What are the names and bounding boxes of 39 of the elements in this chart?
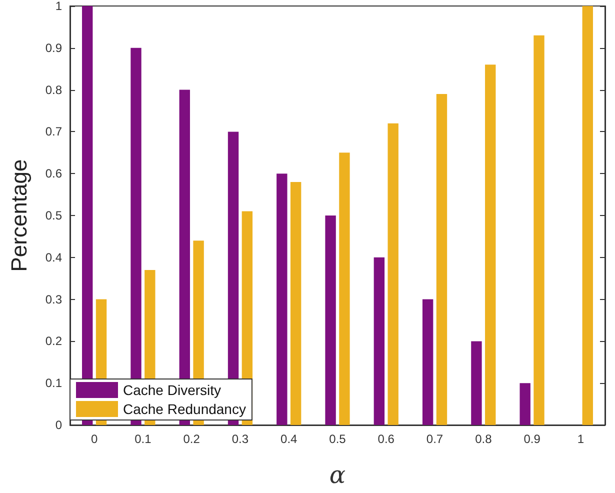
- x-tick-label: 0.6: [378, 432, 395, 446]
- x-tick-label: 0.4: [280, 432, 298, 446]
- legend-label: Cache Redundancy: [123, 401, 246, 417]
- bar: [374, 257, 385, 425]
- bar: [582, 6, 593, 425]
- y-tick-label: 0.1: [45, 376, 62, 390]
- y-tick-label: 0.5: [45, 208, 62, 222]
- x-tick-label: 0.7: [426, 432, 444, 446]
- y-tick-label: 0.9: [45, 40, 62, 55]
- y-tick-label: 0.3: [45, 292, 62, 306]
- bar: [276, 174, 288, 425]
- bar: [325, 216, 336, 425]
- y-tick-label: 0: [55, 418, 62, 432]
- bar: [388, 123, 398, 425]
- x-tick-label: 0.5: [329, 432, 346, 446]
- x-tick-label: 0.9: [524, 432, 541, 446]
- x-tick-label: 0.2: [183, 432, 200, 446]
- bar: [436, 94, 448, 425]
- bar: [534, 35, 544, 425]
- bar: [471, 341, 482, 425]
- y-tick-label: 0.4: [45, 250, 62, 264]
- x-tick-label: 0.1: [134, 432, 152, 446]
- y-tick-label: 0.2: [45, 334, 62, 348]
- x-axis-title: α: [329, 461, 346, 489]
- x-tick-label: 0.3: [232, 432, 249, 446]
- bar: [339, 152, 350, 425]
- legend-label: Cache Diversity: [123, 382, 222, 398]
- y-tick-label: 1: [55, 0, 62, 13]
- x-tick-label: 0.8: [475, 432, 492, 446]
- bar: [422, 299, 434, 425]
- y-tick-label: 0.7: [45, 124, 62, 139]
- bar: [485, 64, 496, 425]
- y-axis-title: Percentage: [6, 159, 32, 272]
- x-tick-label: 1: [577, 432, 584, 446]
- bar: [520, 383, 530, 425]
- x-tick-label: 0: [90, 432, 98, 446]
- y-tick-label: 0.8: [45, 82, 62, 97]
- y-tick-label: 0.6: [45, 166, 62, 181]
- bar: [290, 182, 302, 425]
